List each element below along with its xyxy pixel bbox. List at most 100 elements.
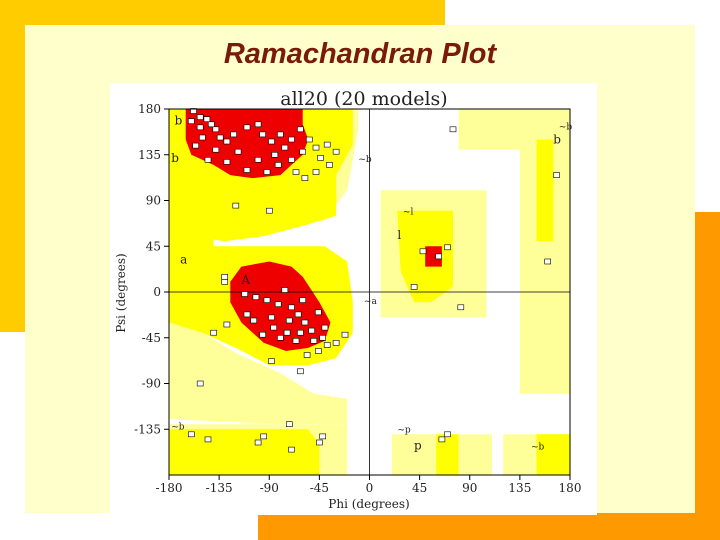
residue-point <box>266 207 273 214</box>
residue-point <box>297 368 304 375</box>
region-label: b <box>171 151 179 165</box>
residue-point <box>297 126 304 133</box>
residue-point <box>192 142 199 149</box>
residue-point <box>188 431 195 438</box>
region-label: ~a <box>364 297 378 307</box>
residue-point <box>288 446 295 453</box>
residue-point <box>199 134 206 141</box>
residue-point <box>286 421 293 428</box>
residue-point <box>438 436 446 443</box>
residue-point <box>457 304 465 311</box>
residue-point <box>306 136 313 143</box>
region-label: ~b <box>559 122 573 132</box>
residue-point <box>323 141 331 148</box>
residue-point <box>332 339 340 346</box>
region-most-favoured-0 <box>185 109 309 179</box>
residue-point <box>234 148 242 155</box>
region-label: p <box>414 439 422 453</box>
residue-point <box>312 144 320 151</box>
residue-point <box>216 134 224 141</box>
region-label: ~l <box>403 208 414 218</box>
residue-point <box>250 317 257 324</box>
x-tick-label: -90 <box>260 481 279 495</box>
region-label: A <box>240 273 250 287</box>
residue-point <box>277 335 284 341</box>
residue-point <box>263 169 271 175</box>
residue-point <box>286 317 293 324</box>
residue-point <box>277 131 284 138</box>
residue-point <box>294 311 302 318</box>
residue-point <box>281 144 289 151</box>
residue-point <box>263 297 271 303</box>
ramachandran-plot: all20 (20 models) -180 -135 -90 -45 0 45 90 135… <box>110 83 597 515</box>
residue-point <box>268 358 275 364</box>
residue-point <box>259 131 266 138</box>
residue-point <box>316 439 323 446</box>
residue-point <box>299 148 306 155</box>
region-label: ~b <box>358 155 372 165</box>
residue-point <box>312 169 320 175</box>
residue-point <box>230 131 237 138</box>
residue-point <box>270 324 277 331</box>
residue-point <box>410 284 418 290</box>
x-tick-label: 180 <box>559 481 582 495</box>
residue-point <box>223 321 231 328</box>
plot-svg: all20 (20 models) -180 -135 -90 -45 0 45 90 135… <box>114 88 582 511</box>
residue-point <box>288 304 295 311</box>
y-tick-label: -135 <box>134 422 161 436</box>
residue-point <box>292 169 300 175</box>
residue-point <box>321 324 329 331</box>
residue-point <box>232 202 240 209</box>
y-tick-label: 45 <box>146 239 161 253</box>
x-tick-label: -180 <box>156 481 183 495</box>
region-label: ~b <box>531 443 545 453</box>
region-label: a <box>180 253 187 267</box>
residue-point <box>268 314 275 321</box>
residue-point <box>210 329 217 336</box>
residue-point <box>254 121 262 128</box>
slide-title: Ramachandran Plot <box>223 38 497 70</box>
residue-point <box>315 348 322 354</box>
residue-point <box>310 338 318 344</box>
residue-point <box>283 329 291 336</box>
residue-point <box>419 248 427 255</box>
y-tick-label: 0 <box>153 285 161 299</box>
y-tick-label: -90 <box>142 377 161 391</box>
residue-point <box>196 380 204 387</box>
residue-point <box>241 291 248 297</box>
residue-point <box>319 433 326 440</box>
residue-point <box>204 157 212 163</box>
residue-point <box>223 138 231 145</box>
region-additional-allowed-5 <box>436 434 459 475</box>
x-tick-label: 135 <box>508 481 531 495</box>
residue-point <box>271 152 279 158</box>
residue-point <box>301 319 309 326</box>
residue-point <box>292 338 300 344</box>
y-tick-label: 135 <box>138 148 161 162</box>
residue-point <box>252 294 260 300</box>
region-label: l <box>397 228 401 242</box>
region-additional-allowed-6 <box>536 434 570 475</box>
region-label: ~b <box>171 422 185 432</box>
residue-point <box>268 138 275 145</box>
residue-point <box>188 118 195 125</box>
x-axis-label: Phi (degrees) <box>328 497 409 511</box>
residue-point <box>260 433 267 440</box>
region-label: ~p <box>397 425 411 435</box>
residue-point <box>254 157 262 163</box>
x-tick-label: 90 <box>462 481 477 495</box>
residue-point <box>259 331 266 338</box>
x-tick-label: -135 <box>206 481 233 495</box>
residue-point <box>223 159 231 165</box>
residue-point <box>208 121 215 128</box>
residue-point <box>303 352 311 358</box>
y-axis-label: Psi (degrees) <box>114 253 128 333</box>
residue-point <box>254 439 262 446</box>
residue-point <box>317 155 324 161</box>
residue-point <box>553 172 560 178</box>
residue-point <box>315 309 322 316</box>
region-additional-allowed-4 <box>536 139 554 242</box>
residue-point <box>299 297 306 303</box>
residue-point <box>196 114 204 120</box>
y-tick-label: 90 <box>146 194 161 208</box>
